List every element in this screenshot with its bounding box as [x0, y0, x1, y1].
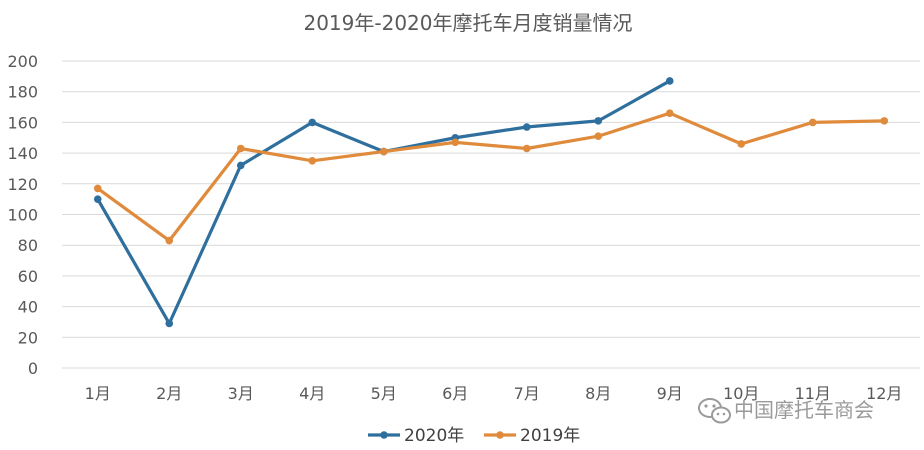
data-point — [379, 147, 388, 156]
y-tick-label: 180 — [7, 83, 38, 102]
series-line — [96, 79, 672, 326]
x-axis-ticks: 1月 2月 3月 4月 5月 6月 7月 8月 9月 10月 11月 12月 — [85, 384, 903, 403]
x-tick-label: 9月 — [657, 384, 683, 403]
x-tick-label: 12月 — [866, 384, 902, 403]
data-point — [308, 156, 317, 165]
legend-swatch-marker — [380, 431, 388, 439]
y-tick-label: 120 — [7, 175, 38, 194]
series-line — [96, 111, 886, 243]
y-tick-label: 200 — [7, 52, 38, 71]
x-tick-label: 8月 — [585, 384, 611, 403]
series-2020年 — [93, 77, 674, 328]
y-axis-ticks: 0 20 40 60 80 100 120 140 160 180 200 — [7, 52, 38, 378]
data-point — [93, 195, 102, 203]
x-tick-label: 10月 — [723, 384, 759, 403]
x-tick-label: 5月 — [371, 384, 397, 403]
data-point — [165, 319, 174, 328]
y-tick-label: 60 — [18, 267, 38, 286]
y-tick-label: 0 — [28, 359, 38, 378]
data-point — [308, 118, 317, 127]
data-point — [594, 132, 603, 141]
data-point — [737, 140, 746, 148]
series-group — [93, 77, 889, 328]
data-point — [808, 118, 817, 127]
x-tick-label: 4月 — [299, 384, 325, 403]
data-point — [522, 144, 531, 153]
gridlines — [62, 60, 920, 369]
x-tick-label: 11月 — [795, 384, 831, 403]
y-tick-label: 20 — [18, 328, 38, 347]
data-point — [236, 144, 245, 153]
y-tick-label: 80 — [18, 236, 38, 255]
watermark-text: 中国摩托车商会 — [734, 398, 874, 422]
data-point — [880, 117, 889, 125]
legend: 2020年 2019年 — [368, 426, 580, 446]
data-point — [665, 77, 674, 85]
data-point — [236, 161, 245, 170]
x-tick-label: 7月 — [514, 384, 540, 403]
x-tick-label: 3月 — [228, 384, 254, 403]
x-tick-label: 6月 — [442, 384, 468, 403]
watermark: 中国摩托车商会 — [698, 398, 874, 424]
x-tick-label: 1月 — [85, 384, 111, 403]
series-2019年 — [93, 109, 889, 245]
chart-title: 2019年-2020年摩托车月度销量情况 — [303, 11, 632, 35]
data-point — [165, 236, 174, 245]
data-point — [93, 184, 102, 193]
y-tick-label: 100 — [7, 206, 38, 225]
data-point — [594, 117, 603, 125]
legend-swatch-marker — [496, 431, 504, 439]
data-point — [665, 109, 674, 117]
legend-item: 2020年 — [368, 426, 464, 446]
legend-item: 2019年 — [484, 426, 580, 446]
y-tick-label: 140 — [7, 144, 38, 163]
data-point — [522, 123, 531, 131]
wechat-icon — [698, 398, 731, 424]
legend-label: 2020年 — [404, 426, 464, 446]
y-tick-label: 160 — [7, 113, 38, 132]
data-point — [451, 138, 460, 147]
legend-label: 2019年 — [520, 426, 580, 446]
y-tick-label: 40 — [18, 298, 38, 317]
x-tick-label: 2月 — [156, 384, 182, 403]
